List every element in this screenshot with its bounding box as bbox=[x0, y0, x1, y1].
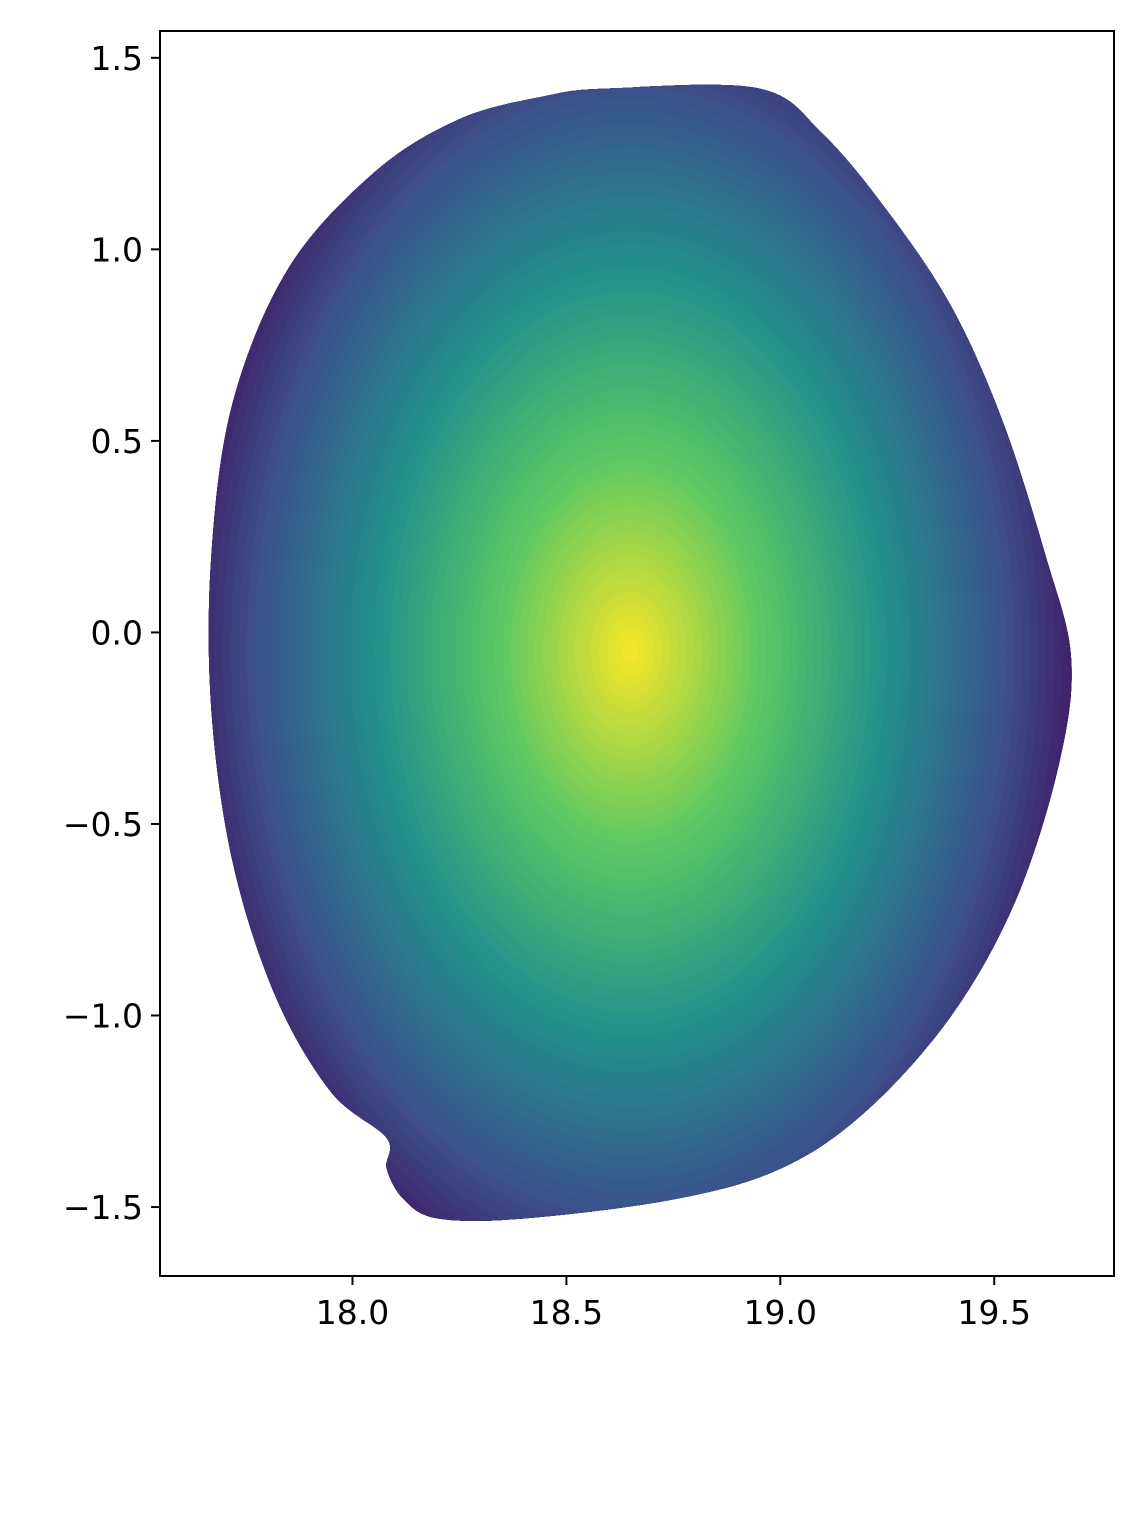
y-tick-label: 0.5 bbox=[91, 422, 143, 461]
y-tick-label: 0.0 bbox=[91, 613, 143, 652]
y-tick-label: −0.5 bbox=[63, 805, 143, 844]
plot-area bbox=[208, 84, 1072, 1221]
y-axis: 1.5 1.0 0.5 0.0 −0.5 −1.0 −1.5 bbox=[63, 39, 160, 1227]
x-tick-label: 18.5 bbox=[530, 1293, 603, 1332]
x-tick-label: 19.5 bbox=[957, 1293, 1030, 1332]
axes-frame bbox=[159, 30, 1115, 1277]
x-tick-label: 18.0 bbox=[316, 1293, 389, 1332]
y-tick-label: 1.5 bbox=[91, 39, 143, 78]
heatmap-contour-band bbox=[630, 651, 632, 653]
heatmap-field bbox=[208, 84, 1072, 1221]
y-tick-label: −1.5 bbox=[63, 1188, 143, 1227]
y-tick-label: −1.0 bbox=[63, 997, 143, 1036]
y-tick-label: 1.0 bbox=[91, 230, 143, 269]
x-axis: 18.0 18.5 19.0 19.5 bbox=[316, 1276, 1031, 1332]
x-tick-label: 19.0 bbox=[744, 1293, 817, 1332]
